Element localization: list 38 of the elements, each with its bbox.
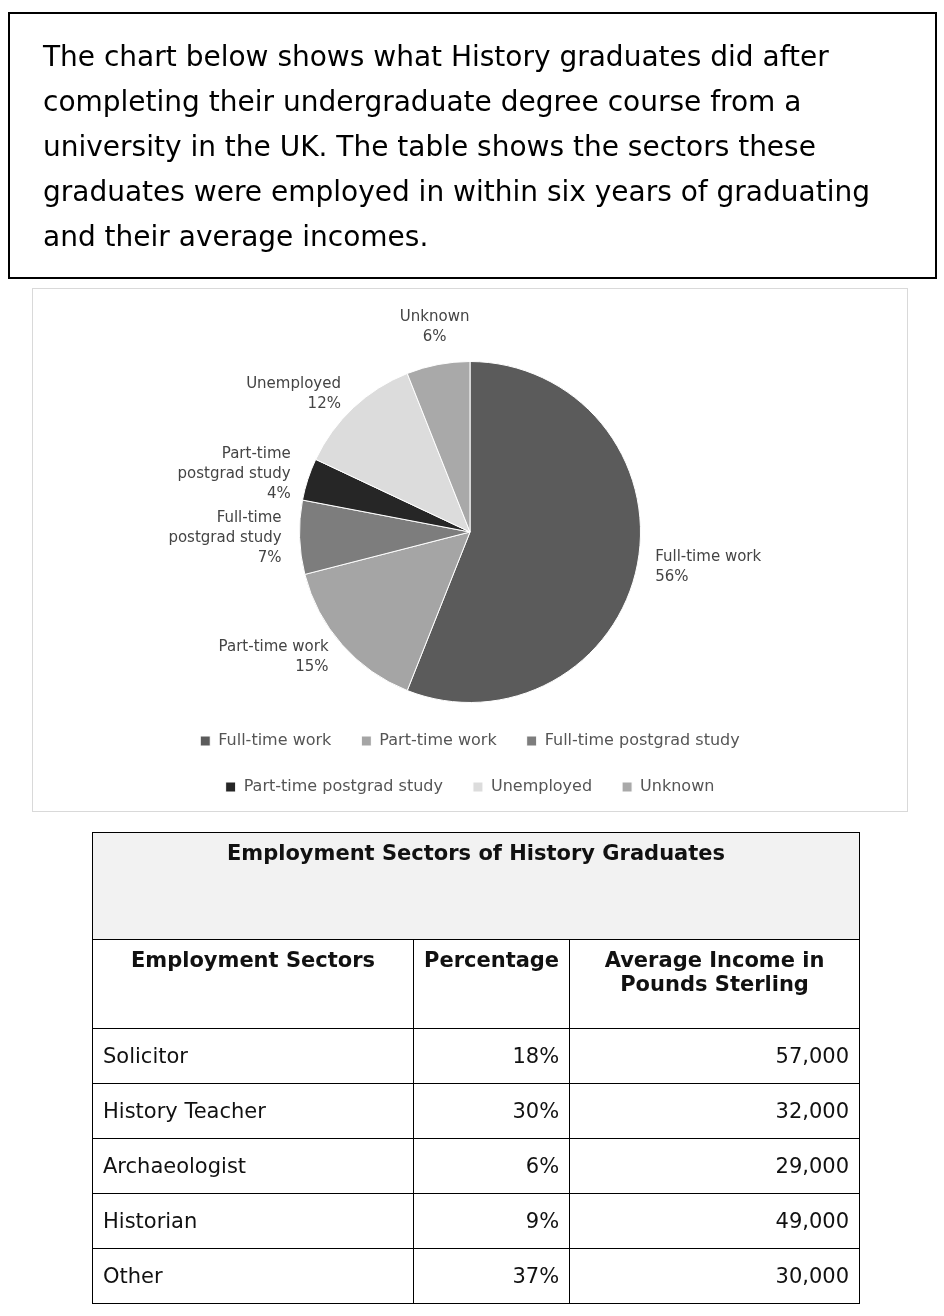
data-label: 32,000 (569, 1083, 860, 1139)
slice-label: Part-time postgrad study (177, 443, 291, 482)
legend-label: Unknown (640, 776, 715, 796)
legend-label: Full-time postgrad study (544, 730, 740, 750)
data-label: 6% (422, 326, 447, 345)
data-label: 37% (413, 1248, 570, 1304)
category-label: History Teacher (92, 1083, 414, 1139)
slice-label: Full-time work (655, 547, 762, 566)
data-label: 29,000 (569, 1138, 860, 1194)
chart-title: The chart below shows what History graduates did after completing their undergraduate degree course from a university in the UK. The table shows the sectors these graduates were employed in within six years of graduating and their average incomes. (8, 12, 937, 279)
data-label: 9% (413, 1193, 570, 1249)
text: Average Income in Pounds Sterling (569, 939, 860, 1029)
legend-label: Part-time work (379, 730, 498, 750)
category-label: Other (92, 1248, 414, 1304)
data-label: 57,000 (569, 1028, 860, 1084)
slice-label: Part-time work (218, 636, 329, 655)
data-label: 6% (413, 1138, 570, 1194)
slice-label: Full-time postgrad study (168, 507, 282, 546)
legend-label: Full-time work (218, 730, 333, 750)
data-label: 15% (295, 656, 329, 675)
legend-label: Unemployed (490, 776, 593, 796)
data-label: 56% (655, 567, 689, 586)
legend-label: Part-time postgrad study (243, 776, 443, 796)
data-label: 49,000 (569, 1193, 860, 1249)
slice-label: Unknown (399, 306, 470, 325)
data-label: 4% (266, 483, 291, 502)
category-label: Historian (92, 1193, 414, 1249)
slice-label: Unemployed (246, 374, 341, 393)
category-label: Archaeologist (92, 1138, 414, 1194)
data-label: 18% (413, 1028, 570, 1084)
text: Employment Sectors (92, 939, 414, 1029)
data-label: 30,000 (569, 1248, 860, 1304)
text: Employment Sectors of History Graduates (92, 832, 860, 940)
data-label: 12% (307, 394, 341, 413)
data-label: 7% (257, 547, 282, 566)
category-label: Solicitor (92, 1028, 414, 1084)
text: Percentage (413, 939, 570, 1029)
data-label: 30% (413, 1083, 570, 1139)
